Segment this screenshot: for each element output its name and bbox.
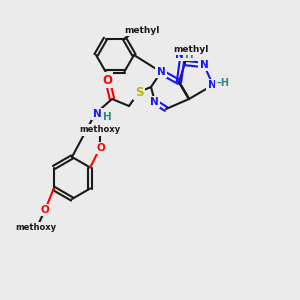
Text: –H: –H: [217, 78, 230, 88]
Text: methoxy: methoxy: [15, 224, 57, 232]
Text: S: S: [135, 85, 143, 98]
Text: N: N: [93, 109, 101, 119]
Text: N: N: [175, 50, 183, 60]
Text: methyl: methyl: [124, 26, 159, 35]
Text: O: O: [40, 205, 50, 215]
Text: H: H: [184, 50, 194, 60]
Text: O: O: [97, 143, 105, 153]
Text: methoxy: methoxy: [80, 125, 121, 134]
Text: O: O: [102, 74, 112, 86]
Text: N: N: [208, 80, 216, 90]
Text: N: N: [200, 60, 208, 70]
Text: H: H: [103, 112, 111, 122]
Text: N: N: [157, 67, 165, 77]
Text: N: N: [150, 97, 158, 107]
Text: methyl: methyl: [173, 44, 209, 53]
